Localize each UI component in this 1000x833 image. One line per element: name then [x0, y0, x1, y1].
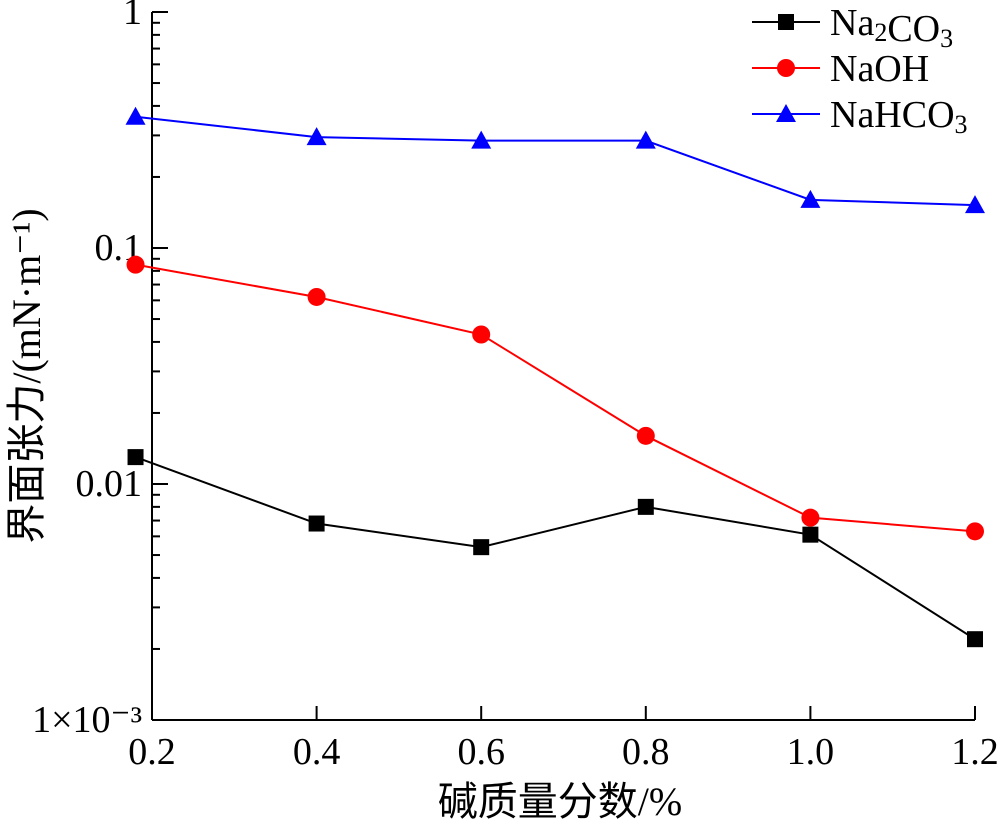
legend-item: NaOH — [752, 48, 929, 90]
data-point — [471, 130, 492, 149]
legend-item: Na2CO3 — [752, 2, 953, 53]
legend-marker — [777, 59, 795, 77]
data-point — [636, 426, 655, 445]
series-NaHCO3 — [125, 106, 985, 214]
series-line — [135, 263, 976, 533]
x-axis-title: 碱质量分数/% — [438, 779, 682, 824]
data-point — [965, 195, 985, 214]
x-tick-label: 0.4 — [293, 731, 341, 773]
y-tick-label: 0.01 — [76, 463, 143, 505]
data-point — [308, 515, 325, 532]
y-axis-title: 界面张力/(mN·m⁻¹) — [4, 208, 49, 543]
data-point — [966, 522, 984, 541]
data-point — [800, 189, 821, 208]
x-tick-label: 0.6 — [457, 731, 505, 773]
legend-marker — [778, 14, 794, 30]
series-line — [135, 115, 976, 207]
legend-marker — [776, 104, 796, 122]
data-point — [635, 130, 656, 149]
legend-label: NaOH — [830, 48, 929, 90]
data-point — [125, 106, 146, 125]
y-tick-label: 1×10⁻³ — [32, 699, 142, 741]
x-tick-label: 0.2 — [128, 731, 176, 773]
x-tick-label: 0.8 — [622, 731, 670, 773]
series-Na2CO3 — [127, 449, 983, 648]
data-point — [127, 449, 144, 466]
series-NaOH — [126, 255, 984, 541]
axes: 10.10.011×10⁻³ 0.2 0.4 0.6 0.8 1.0 1.2 — [32, 0, 999, 773]
data-point — [802, 526, 819, 543]
legend-label: Na2CO3 — [830, 2, 953, 53]
series-line — [135, 456, 976, 641]
data-point — [473, 539, 490, 556]
y-tick-label: 1 — [123, 0, 142, 33]
data-point — [306, 127, 327, 146]
legend-item: NaHCO3 — [752, 94, 968, 139]
data-point — [472, 325, 491, 344]
data-point — [637, 498, 654, 515]
x-tick-label: 1.0 — [787, 731, 835, 773]
data-point — [967, 631, 983, 648]
x-ticks: 0.2 0.4 0.6 0.8 1.0 1.2 — [128, 706, 999, 773]
y-ticks: 10.10.011×10⁻³ — [32, 0, 168, 741]
legend-label: NaHCO3 — [830, 94, 968, 139]
series-layer — [125, 106, 985, 648]
data-point — [126, 255, 145, 274]
data-point — [307, 287, 326, 306]
x-tick-label: 1.2 — [951, 731, 999, 773]
data-point — [801, 508, 820, 527]
